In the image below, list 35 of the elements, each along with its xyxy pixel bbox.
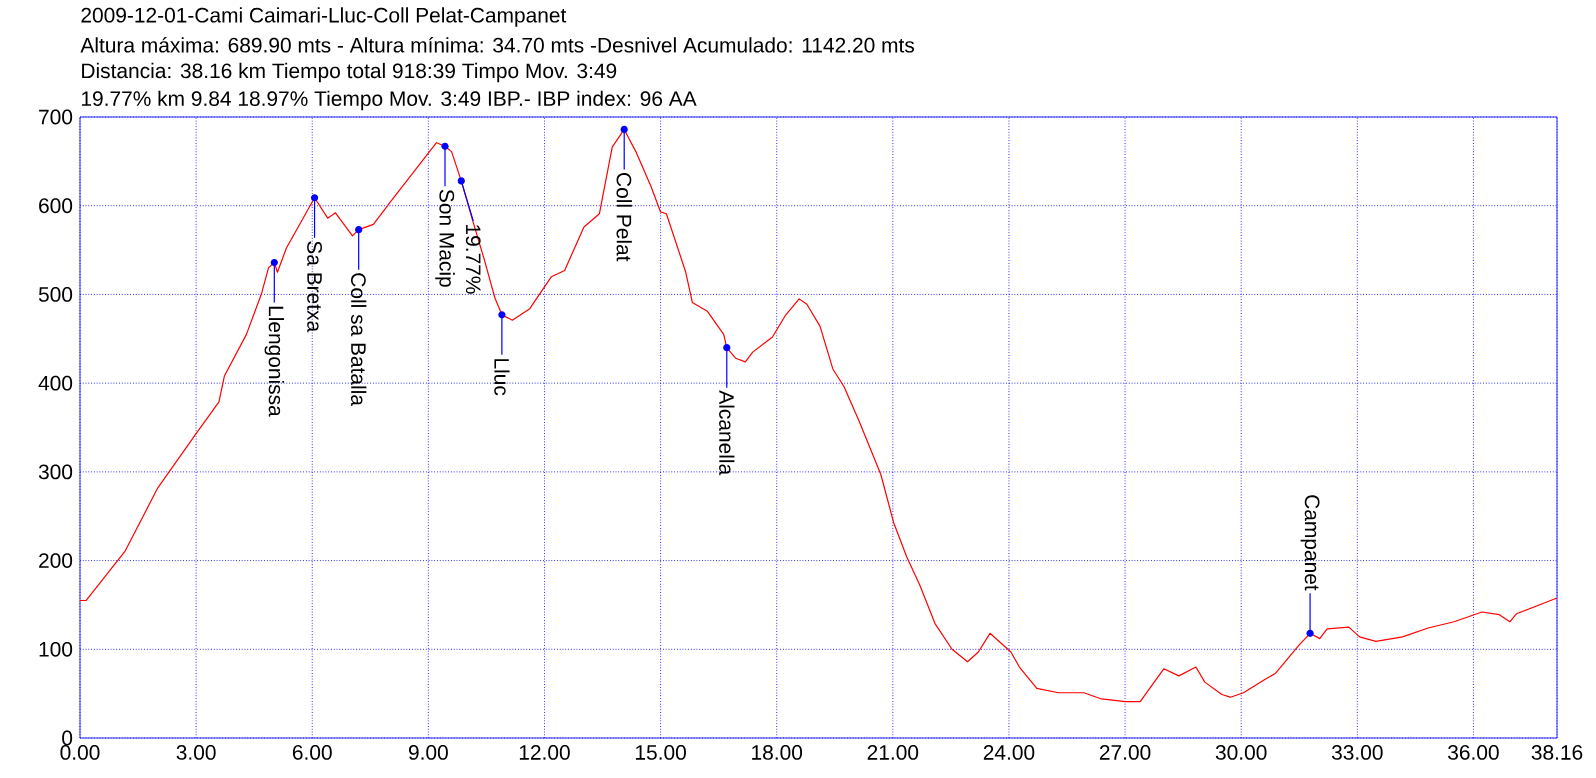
annotation: Lluc	[494, 359, 510, 396]
x-tick-label: 15.00	[636, 745, 686, 760]
annotation: Coll Pelat	[616, 173, 632, 262]
annotation: Son Macip	[435, 189, 455, 287]
text: Distancia: 38.16 km Tiempo total 918:39 Timpo Mov. 3:49	[82, 62, 617, 83]
annotation: Coll sa Batalla	[350, 273, 367, 406]
chart-title: 2009-12-01-Cami Caimari-Lluc-Coll Pelat-Campanet	[81, 7, 567, 27]
x-tick-label: 12.00	[519, 745, 570, 760]
text: 19.77% km 9.84 18.97% Tiempo Mov. 3:49 IBP.- IBP index: 96 AA	[81, 90, 697, 111]
x-tick-label: 33.00	[1331, 745, 1383, 760]
x-tick-label: 24.00	[983, 745, 1035, 760]
chart-subtitle: Altura máxima: 689.90 mts - Altura mínima: 34.70 mts -Desnivel Acumulado: 1142.20 mts	[80, 36, 915, 53]
y-tick-label: 400	[38, 375, 73, 391]
x-tick-label: 30.00	[1215, 745, 1267, 760]
x-tick-label: 38.16	[1531, 745, 1583, 760]
y-tick-label: 0	[62, 730, 73, 746]
annotation: Alcanella	[719, 390, 735, 476]
x-tick-label: 36.00	[1448, 745, 1499, 760]
y-tick-label: 300	[38, 464, 73, 480]
x-tick-label: 27.00	[1099, 745, 1151, 760]
x-tick-label: 6.00	[292, 745, 332, 760]
annotation: Llengonissa	[264, 306, 285, 417]
y-tick-label: 500	[38, 287, 73, 302]
annotation: Sa Bretxa	[307, 241, 322, 333]
x-tick-label: 9.00	[408, 745, 448, 760]
y-tick-label: 200	[39, 553, 73, 568]
y-tick-label: 600	[39, 198, 73, 214]
annotation: Campanet	[1300, 495, 1320, 591]
x-tick-label: 18.00	[752, 745, 803, 760]
y-tick-label: 100	[39, 641, 73, 657]
y-tick-label: 700	[39, 109, 73, 125]
annotation: 19.77%	[465, 225, 481, 294]
x-tick-label: 0.00	[60, 745, 100, 760]
x-tick-label: 3.00	[176, 745, 216, 760]
x-tick-label: 21.00	[867, 745, 919, 760]
